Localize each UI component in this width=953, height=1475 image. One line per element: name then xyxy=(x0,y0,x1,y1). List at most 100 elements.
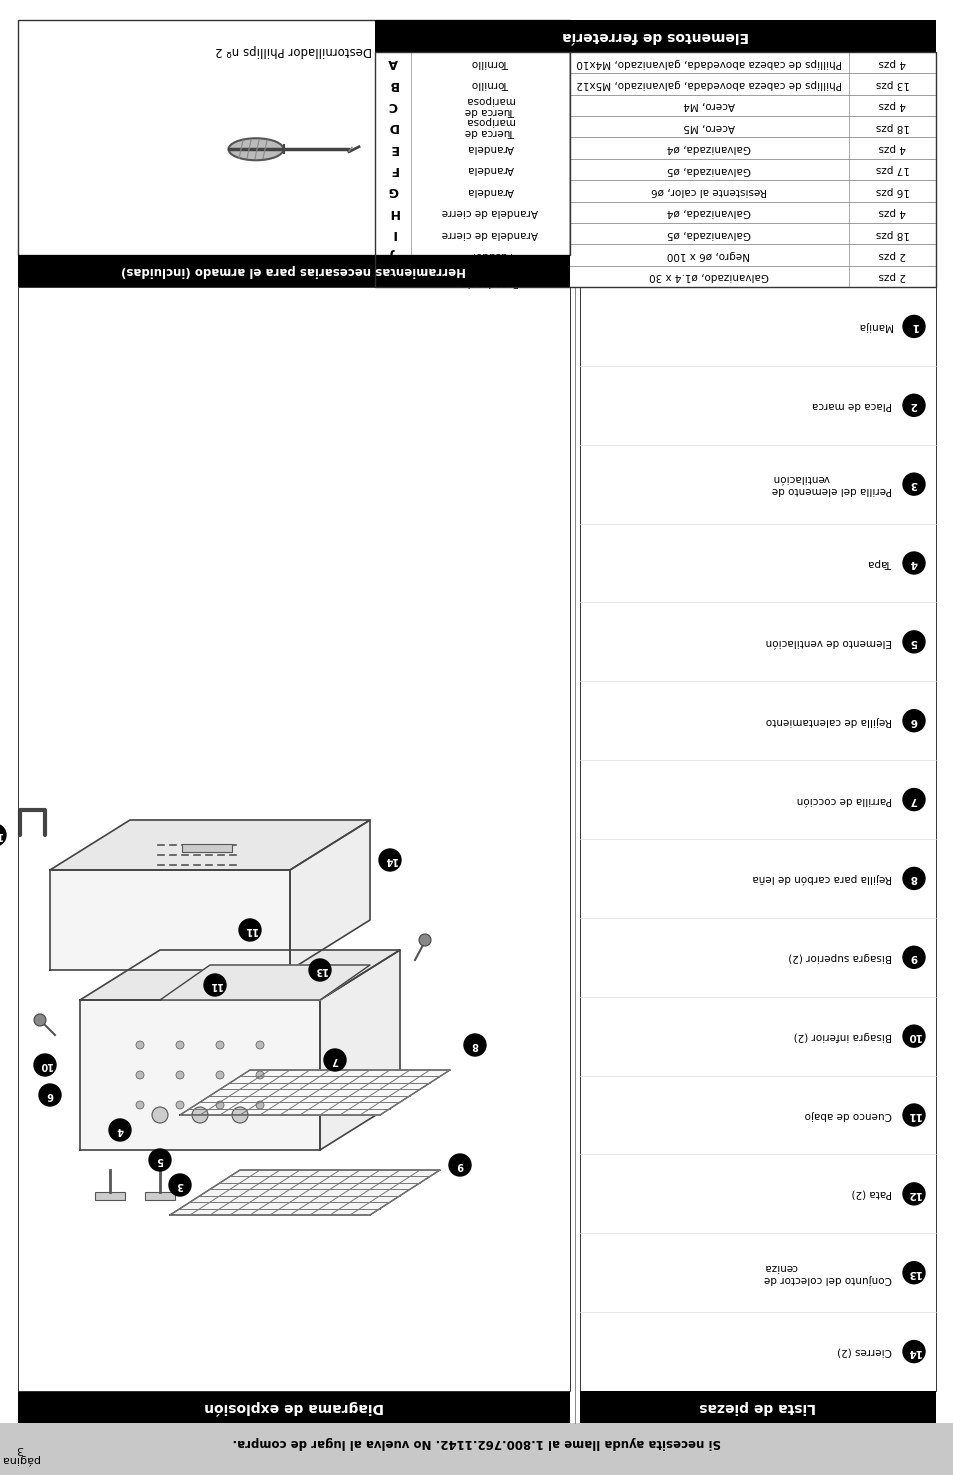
Bar xyxy=(375,52,935,288)
Text: Herramientas necesarias para el armado (incluidas): Herramientas necesarias para el armado (… xyxy=(121,264,466,277)
Circle shape xyxy=(902,1183,924,1205)
Text: Tornillo: Tornillo xyxy=(471,80,508,88)
Text: 8: 8 xyxy=(471,1040,478,1050)
Text: 11: 11 xyxy=(905,1111,921,1120)
Text: Pata (2): Pata (2) xyxy=(851,1189,891,1199)
Text: 2: 2 xyxy=(909,400,917,410)
Bar xyxy=(375,117,935,137)
Circle shape xyxy=(902,709,924,732)
Circle shape xyxy=(902,867,924,889)
Circle shape xyxy=(39,1084,61,1106)
Circle shape xyxy=(152,1108,168,1122)
Text: Negro, ø6 x 100: Negro, ø6 x 100 xyxy=(666,249,750,260)
Text: Bisagra superior (2): Bisagra superior (2) xyxy=(787,953,891,962)
Circle shape xyxy=(902,394,924,416)
Bar xyxy=(375,202,935,223)
Text: G: G xyxy=(388,184,398,198)
Text: 16 pzs: 16 pzs xyxy=(875,186,908,196)
Bar xyxy=(95,1192,125,1201)
Text: Si necesita ayuda llame al 1.800.762.1142. No vuelva al lugar de compra.: Si necesita ayuda llame al 1.800.762.114… xyxy=(233,1437,720,1450)
Text: Galvanizada, ø4: Galvanizada, ø4 xyxy=(666,207,750,217)
Circle shape xyxy=(215,1041,224,1049)
Circle shape xyxy=(136,1071,144,1080)
Text: Tapa: Tapa xyxy=(867,558,891,568)
Circle shape xyxy=(0,825,6,847)
Circle shape xyxy=(902,1103,924,1125)
Text: A: A xyxy=(388,56,397,69)
Circle shape xyxy=(902,552,924,574)
Circle shape xyxy=(378,850,400,872)
Text: F: F xyxy=(389,164,397,176)
Text: Arandela: Arandela xyxy=(466,165,513,174)
Text: Conjunto del colector de
ceniza: Conjunto del colector de ceniza xyxy=(763,1263,891,1283)
Circle shape xyxy=(136,1041,144,1049)
Circle shape xyxy=(902,1261,924,1283)
Text: Galvanizada, ø4: Galvanizada, ø4 xyxy=(666,143,750,153)
Text: Arandela de cierre: Arandela de cierre xyxy=(441,229,537,239)
Text: Phillips de cabeza abovedada, galvanizado, M5x12: Phillips de cabeza abovedada, galvanizad… xyxy=(576,80,841,88)
Circle shape xyxy=(192,1108,208,1122)
Text: 10: 10 xyxy=(905,1031,921,1041)
Text: 4: 4 xyxy=(909,558,917,568)
Text: Tornillo: Tornillo xyxy=(471,58,508,68)
Circle shape xyxy=(902,316,924,338)
Circle shape xyxy=(309,959,331,981)
Circle shape xyxy=(449,1153,471,1176)
Circle shape xyxy=(902,789,924,811)
Polygon shape xyxy=(50,870,290,971)
Text: Acero, M4: Acero, M4 xyxy=(682,100,734,111)
Text: J: J xyxy=(391,248,395,261)
Circle shape xyxy=(34,1055,56,1075)
Text: 18 pzs: 18 pzs xyxy=(875,229,908,239)
Text: 5: 5 xyxy=(909,637,917,648)
Bar xyxy=(0,1423,953,1475)
Circle shape xyxy=(215,1071,224,1080)
Text: Galvanizado, ø1.4 x 30: Galvanizado, ø1.4 x 30 xyxy=(648,271,768,282)
Polygon shape xyxy=(80,1000,319,1150)
Text: 9: 9 xyxy=(456,1159,463,1170)
Text: Elemento de ventilación: Elemento de ventilación xyxy=(765,637,891,648)
Circle shape xyxy=(902,947,924,968)
Text: 4 pzs: 4 pzs xyxy=(878,207,905,217)
Text: 6: 6 xyxy=(47,1090,53,1100)
Text: Parrilla de cocción: Parrilla de cocción xyxy=(796,795,891,804)
Circle shape xyxy=(324,1049,346,1071)
Bar xyxy=(375,94,935,117)
Text: E: E xyxy=(389,142,397,155)
Circle shape xyxy=(902,473,924,496)
Text: 10: 10 xyxy=(38,1061,51,1069)
Text: Arandela de cierre: Arandela de cierre xyxy=(441,207,537,217)
Polygon shape xyxy=(170,1170,439,1215)
Bar xyxy=(18,21,569,255)
Circle shape xyxy=(136,1100,144,1109)
Polygon shape xyxy=(180,1069,450,1115)
Text: 7: 7 xyxy=(332,1055,338,1065)
Bar xyxy=(375,159,935,180)
Text: Elementos de ferretería: Elementos de ferretería xyxy=(561,30,748,43)
Circle shape xyxy=(175,1041,184,1049)
Text: 11: 11 xyxy=(243,925,256,935)
Text: 4 pzs: 4 pzs xyxy=(878,58,905,68)
Circle shape xyxy=(175,1071,184,1080)
Text: 9: 9 xyxy=(909,953,917,962)
Text: Galvanizada, ø5: Galvanizada, ø5 xyxy=(666,229,750,239)
Polygon shape xyxy=(160,965,370,1000)
Polygon shape xyxy=(80,950,399,1000)
Text: H: H xyxy=(388,205,398,218)
Text: 4 pzs: 4 pzs xyxy=(878,143,905,153)
Polygon shape xyxy=(319,950,399,1150)
Text: Arandela: Arandela xyxy=(466,143,513,153)
Text: Destornillador Phillips nº 2: Destornillador Phillips nº 2 xyxy=(215,43,372,56)
Circle shape xyxy=(255,1041,264,1049)
Circle shape xyxy=(169,1174,191,1196)
Text: Rejilla de calentamiento: Rejilla de calentamiento xyxy=(765,715,891,726)
Bar xyxy=(18,288,569,1391)
Text: 4 pzs: 4 pzs xyxy=(878,100,905,111)
Circle shape xyxy=(109,1120,131,1142)
Circle shape xyxy=(902,1341,924,1363)
Circle shape xyxy=(463,1034,485,1056)
Text: Arandela: Arandela xyxy=(466,186,513,196)
Text: 17 pzs: 17 pzs xyxy=(875,165,908,174)
Polygon shape xyxy=(50,820,370,870)
Text: 13: 13 xyxy=(905,1267,921,1277)
